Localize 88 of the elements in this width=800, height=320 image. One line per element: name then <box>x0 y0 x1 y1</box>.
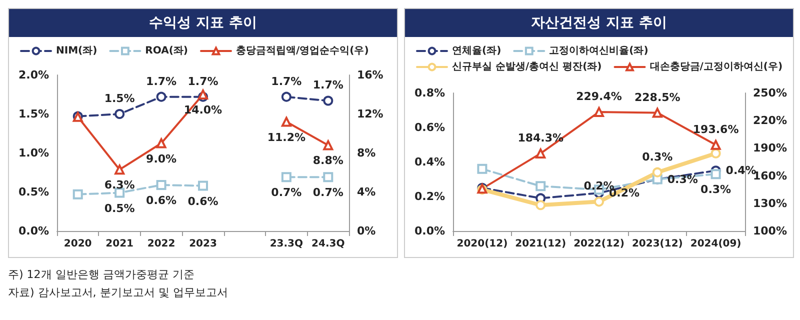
data-label: 1.7% <box>146 74 177 88</box>
chart-title: 수익성 지표 추이 <box>9 9 397 37</box>
point <box>198 180 208 191</box>
x-tick-label: 2022 <box>147 238 176 250</box>
point <box>281 116 292 127</box>
data-label: 0.7% <box>271 186 302 200</box>
chart-title: 자산건전성 지표 추이 <box>405 9 793 37</box>
data-label: 0.3% <box>667 172 698 186</box>
x-tick-label: 2020 <box>64 238 92 250</box>
x-tick-label: 2022(12) <box>574 238 624 250</box>
point <box>652 108 662 118</box>
point <box>536 148 546 158</box>
text: 자료) 감사보고서, 분기보고서 및 업무보고서 <box>8 285 229 301</box>
point <box>323 172 334 182</box>
data-label: 0.6% <box>188 194 218 208</box>
y-tick-label: 0.0% <box>414 224 445 238</box>
y2-tick-label: 220% <box>753 114 787 128</box>
data-label: 193.6% <box>692 122 739 136</box>
point <box>323 96 334 106</box>
data-label: 1.7% <box>271 74 302 88</box>
point <box>156 180 166 190</box>
x-tick-label: 2023 <box>189 238 217 250</box>
legend-label: 고정이하여신비율(좌) <box>549 46 648 56</box>
y-tick-label: 0.4% <box>414 156 445 168</box>
point <box>156 92 166 102</box>
legend-label: ROA(좌) <box>145 46 188 56</box>
y2-tick-label: 130% <box>753 196 787 210</box>
point <box>536 181 546 192</box>
y-tick-label: 0.5% <box>18 186 49 198</box>
point <box>323 140 334 150</box>
y-tick-label: 0.6% <box>414 121 445 134</box>
point <box>114 164 125 175</box>
x-tick-label: 2020(12) <box>456 238 508 250</box>
legend-label: 대손충당금/고정이하여신(우) <box>650 62 783 72</box>
y2-tick-label: 190% <box>753 142 787 155</box>
data-label: 1.7% <box>188 74 218 88</box>
y-tick-label: 0.2% <box>414 190 445 203</box>
point <box>652 167 662 178</box>
legend-label: 충당금적립액/영업순수익(우) <box>236 46 369 56</box>
x-tick-label: 2023(12) <box>632 238 683 250</box>
y2-tick-label: 250% <box>753 86 787 100</box>
y2-tick-label: 100% <box>753 224 787 238</box>
y2-tick-label: 12% <box>357 108 384 120</box>
data-label: 1.5% <box>104 92 135 105</box>
y-tick-label: 2.0% <box>18 68 49 82</box>
data-label: 0.3% <box>642 150 673 164</box>
data-label: 8.8% <box>312 154 344 168</box>
point <box>710 140 721 150</box>
legend-label: 신규부실 순발생/총여신 평잔(좌) <box>452 62 602 72</box>
data-label: 229.4% <box>576 90 622 103</box>
point <box>536 200 546 210</box>
x-tick-label: 23.3Q <box>270 238 304 250</box>
point <box>594 196 604 207</box>
point <box>710 148 721 158</box>
y-tick-label: 1.0% <box>18 146 49 160</box>
y-tick-label: 1.5% <box>18 108 49 120</box>
y2-tick-label: 4% <box>357 186 376 198</box>
y2-tick-label: 8% <box>357 146 376 160</box>
point <box>156 138 166 148</box>
point <box>710 169 721 180</box>
point <box>198 90 208 100</box>
point <box>281 172 292 182</box>
data-label: 1.7% <box>312 78 344 92</box>
data-label: 0.4% <box>726 164 756 178</box>
x-tick-label: 2024(09) <box>690 238 742 250</box>
data-label: 228.5% <box>634 90 680 104</box>
x-tick-label: 24.3Q <box>312 238 345 250</box>
point <box>281 92 292 102</box>
x-tick-label: 2021 <box>106 238 134 250</box>
data-label: 0.3% <box>700 183 732 196</box>
data-label: 0.6% <box>146 194 177 207</box>
point <box>114 109 125 119</box>
data-label: 6.3% <box>104 178 135 192</box>
data-label: 11.2% <box>267 130 306 144</box>
data-label: 0.5% <box>104 202 135 215</box>
y2-tick-label: 16% <box>357 68 384 82</box>
y-tick-label: 0.8% <box>414 86 445 100</box>
text: 주) 12개 일반은행 금액가중평균 기준 <box>8 267 196 283</box>
point <box>72 189 83 200</box>
y2-tick-label: 0% <box>357 224 376 238</box>
y-tick-label: 0.0% <box>18 224 49 238</box>
x-tick-label: 2021(12) <box>515 238 566 250</box>
point <box>594 106 604 117</box>
data-label: 0.7% <box>312 186 344 200</box>
legend-label: NIM(좌) <box>56 46 98 56</box>
point <box>477 164 488 174</box>
data-label: 9.0% <box>146 152 177 166</box>
legend-label: 연체율(좌) <box>452 46 502 56</box>
